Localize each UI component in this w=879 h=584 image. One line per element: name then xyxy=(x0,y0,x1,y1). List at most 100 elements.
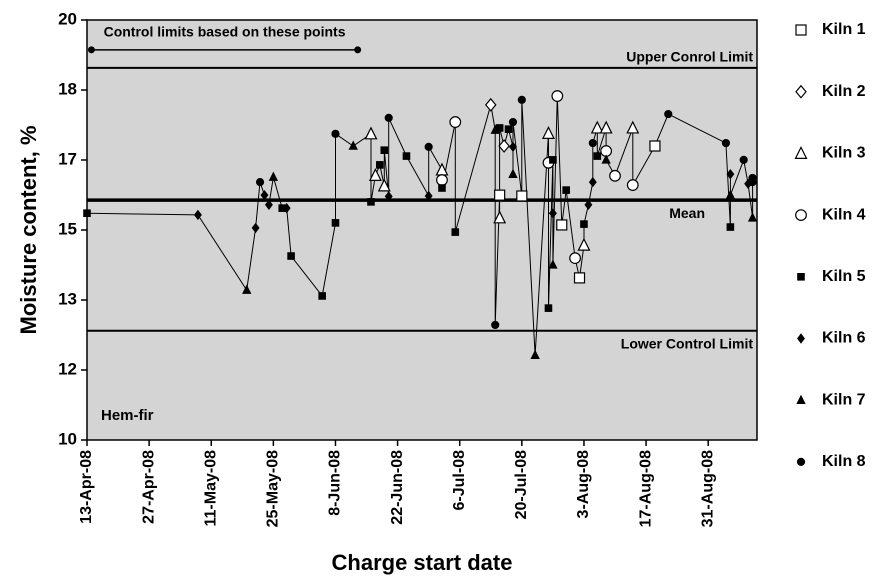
data-point xyxy=(493,210,507,224)
data-point xyxy=(449,116,462,128)
data-point xyxy=(584,199,593,210)
data-point xyxy=(577,237,591,251)
data-point xyxy=(251,222,260,234)
data-point xyxy=(367,198,375,206)
plot-area xyxy=(86,19,758,441)
data-point xyxy=(626,179,639,191)
data-point xyxy=(331,219,340,227)
x-tick-label: 8-Jun-08 xyxy=(327,450,344,516)
legend-marker xyxy=(795,209,807,222)
data-point xyxy=(588,138,597,148)
data-point xyxy=(748,173,757,183)
data-point xyxy=(593,152,602,160)
data-point xyxy=(626,120,640,134)
data-point xyxy=(380,146,389,155)
data-point xyxy=(549,156,557,164)
data-point xyxy=(530,349,540,359)
data-point xyxy=(580,220,588,228)
data-point xyxy=(551,90,564,102)
y-tick-label: 20 xyxy=(58,9,77,28)
data-point xyxy=(484,97,497,112)
data-point xyxy=(242,284,252,294)
data-point xyxy=(424,142,433,151)
data-point xyxy=(402,152,411,160)
annotation-end xyxy=(354,46,362,54)
data-point xyxy=(569,252,581,265)
y-tick-label: 17 xyxy=(58,149,77,168)
y-tick-label: 12 xyxy=(58,359,77,378)
y-tick-label: 18 xyxy=(58,79,77,98)
legend-marker xyxy=(796,457,806,466)
x-tick-label: 3-Aug-08 xyxy=(575,450,592,519)
data-point xyxy=(601,154,611,164)
data-point xyxy=(609,169,621,182)
x-tick-label: 11-May-08 xyxy=(202,450,219,527)
data-point xyxy=(544,304,553,312)
legend-label: Kiln 7 xyxy=(822,391,866,408)
data-point xyxy=(282,202,291,214)
x-tick-label: 31-Aug-08 xyxy=(699,450,716,527)
data-point xyxy=(747,212,758,222)
data-point xyxy=(726,223,735,231)
data-point xyxy=(377,178,391,192)
legend-marker xyxy=(795,24,807,36)
data-point xyxy=(541,126,555,139)
data-point xyxy=(721,138,731,148)
legend-label: Kiln 6 xyxy=(822,330,866,347)
data-point xyxy=(590,120,604,134)
x-tick-label: 22-Jun-08 xyxy=(389,450,406,525)
legend-marker xyxy=(796,394,806,404)
data-point xyxy=(548,259,558,269)
legend-label: Kiln 3 xyxy=(822,145,866,162)
x-tick-label: 20-Jul-08 xyxy=(513,450,530,519)
data-point xyxy=(83,209,91,218)
x-tick-label: 17-Aug-08 xyxy=(637,450,654,527)
data-point xyxy=(268,171,279,181)
data-point xyxy=(599,120,613,134)
data-point xyxy=(508,117,518,127)
data-point xyxy=(331,129,340,138)
reference-label: Mean xyxy=(669,205,705,221)
annotation-text: Control limits based on these points xyxy=(104,24,346,40)
data-point xyxy=(376,161,384,169)
data-point xyxy=(424,190,433,202)
y-axis-title: Moisture content, % xyxy=(16,125,41,334)
data-point xyxy=(562,186,571,194)
data-point xyxy=(517,95,526,104)
reference-label: Lower Control Limit xyxy=(621,336,754,352)
data-point xyxy=(255,178,265,187)
data-point xyxy=(504,125,513,134)
x-axis-title: Charge start date xyxy=(332,550,513,575)
data-point xyxy=(438,184,446,192)
data-point xyxy=(384,113,393,122)
data-point xyxy=(494,189,506,201)
x-tick-label: 13-Apr-08 xyxy=(78,450,95,524)
legend-label: Kiln 4 xyxy=(822,206,866,223)
x-tick-label: 6-Jul-08 xyxy=(451,450,468,511)
data-point xyxy=(556,219,568,231)
x-tick-label: 27-Apr-08 xyxy=(140,450,157,524)
data-point xyxy=(573,272,586,284)
data-point xyxy=(451,228,460,236)
annotation-text: Hem-fir xyxy=(101,407,154,424)
data-point xyxy=(498,139,510,153)
data-point xyxy=(260,189,269,201)
data-point xyxy=(318,292,326,300)
data-point xyxy=(368,168,382,181)
data-point xyxy=(384,191,393,202)
data-point xyxy=(509,141,517,153)
data-point xyxy=(649,140,661,152)
y-tick-label: 10 xyxy=(58,429,77,448)
data-point xyxy=(264,199,273,210)
data-point xyxy=(664,109,673,119)
data-point xyxy=(508,168,518,178)
legend-label: Kiln 2 xyxy=(822,83,866,100)
y-tick-label: 15 xyxy=(58,219,77,238)
annotation-end xyxy=(87,46,95,54)
y-tick-label: 13 xyxy=(58,289,77,308)
reference-label: Upper Conrol Limit xyxy=(626,49,753,65)
data-point xyxy=(287,252,295,260)
data-point xyxy=(490,124,500,134)
